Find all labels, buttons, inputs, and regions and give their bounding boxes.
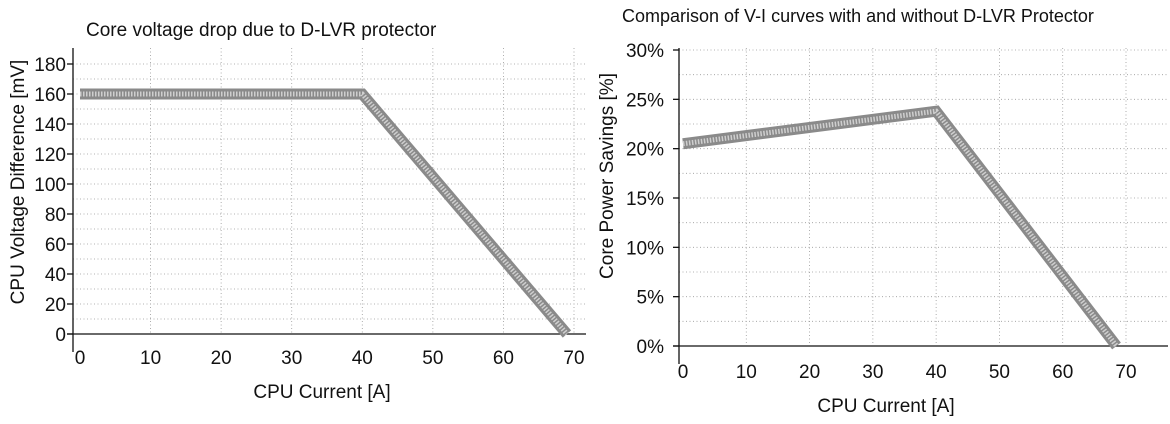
savings-grid	[679, 48, 1168, 346]
voltage-x-tick-label: 40	[352, 348, 373, 369]
savings-y-tick-label: 10%	[626, 238, 664, 259]
voltage-drop-chart-svg: 0 20 40 60 80 100 120 140 160 180 0 10 20 30 40 50 60 70 C…	[0, 0, 590, 419]
voltage-x-tick-label: 20	[211, 348, 232, 369]
savings-x-tick-label: 0	[678, 362, 689, 383]
voltage-y-axis-label: CPU Voltage Difference [mV]	[8, 60, 29, 305]
voltage-x-tick-label: 10	[140, 348, 161, 369]
voltage-y-tick-label: 120	[34, 145, 66, 166]
voltage-y-tick-label: 40	[45, 265, 66, 286]
savings-x-tick-label: 60	[1052, 362, 1073, 383]
savings-x-tick-label: 50	[989, 362, 1010, 383]
savings-series-line-texture	[683, 111, 1117, 346]
savings-x-tick-label: 70	[1115, 362, 1136, 383]
savings-x-tick-label: 40	[926, 362, 947, 383]
voltage-y-tick-label: 160	[34, 85, 66, 106]
savings-chart-title: Comparison of V-I curves with and withou…	[622, 6, 1094, 26]
savings-y-axis-label: Core Power Savings [%]	[597, 73, 618, 279]
savings-x-tick-label: 20	[799, 362, 820, 383]
savings-y-tick-label: 0%	[637, 337, 665, 358]
savings-y-tick-label: 15%	[626, 189, 664, 210]
voltage-y-tick-label: 100	[34, 175, 66, 196]
voltage-x-tick-label: 70	[563, 348, 584, 369]
voltage-x-tick-label: 50	[422, 348, 443, 369]
voltage-y-tick-label: 20	[45, 295, 66, 316]
savings-y-tick-label: 25%	[626, 90, 664, 111]
voltage-y-tick-label: 180	[34, 55, 66, 76]
savings-x-tick-label: 10	[736, 362, 757, 383]
voltage-x-axis-label: CPU Current [A]	[253, 382, 390, 403]
savings-y-tick-label: 5%	[637, 288, 665, 309]
voltage-drop-chart: 0 20 40 60 80 100 120 140 160 180 0 10 20 30 40 50 60 70 C…	[0, 0, 590, 419]
voltage-x-tick-label: 30	[281, 348, 302, 369]
voltage-x-tick-label: 0	[75, 348, 86, 369]
voltage-y-tick-label: 0	[55, 325, 66, 346]
voltage-x-tick-label: 60	[493, 348, 514, 369]
power-savings-chart-svg: 0% 5% 10% 15% 20% 25% 30% 0 10 20 30 40 50 60 70 Compar…	[590, 0, 1170, 419]
savings-x-axis-label: CPU Current [A]	[817, 396, 954, 417]
savings-x-tick-label: 30	[862, 362, 883, 383]
power-savings-chart: 0% 5% 10% 15% 20% 25% 30% 0 10 20 30 40 50 60 70 Compar…	[590, 0, 1170, 419]
voltage-y-tick-label: 60	[45, 235, 66, 256]
savings-series-line	[683, 111, 1117, 346]
voltage-y-tick-label: 140	[34, 115, 66, 136]
voltage-y-tick-label: 80	[45, 205, 66, 226]
savings-y-tick-label: 20%	[626, 140, 664, 161]
savings-y-tick-label: 30%	[626, 41, 664, 62]
voltage-chart-title: Core voltage drop due to D-LVR protector	[86, 20, 437, 41]
